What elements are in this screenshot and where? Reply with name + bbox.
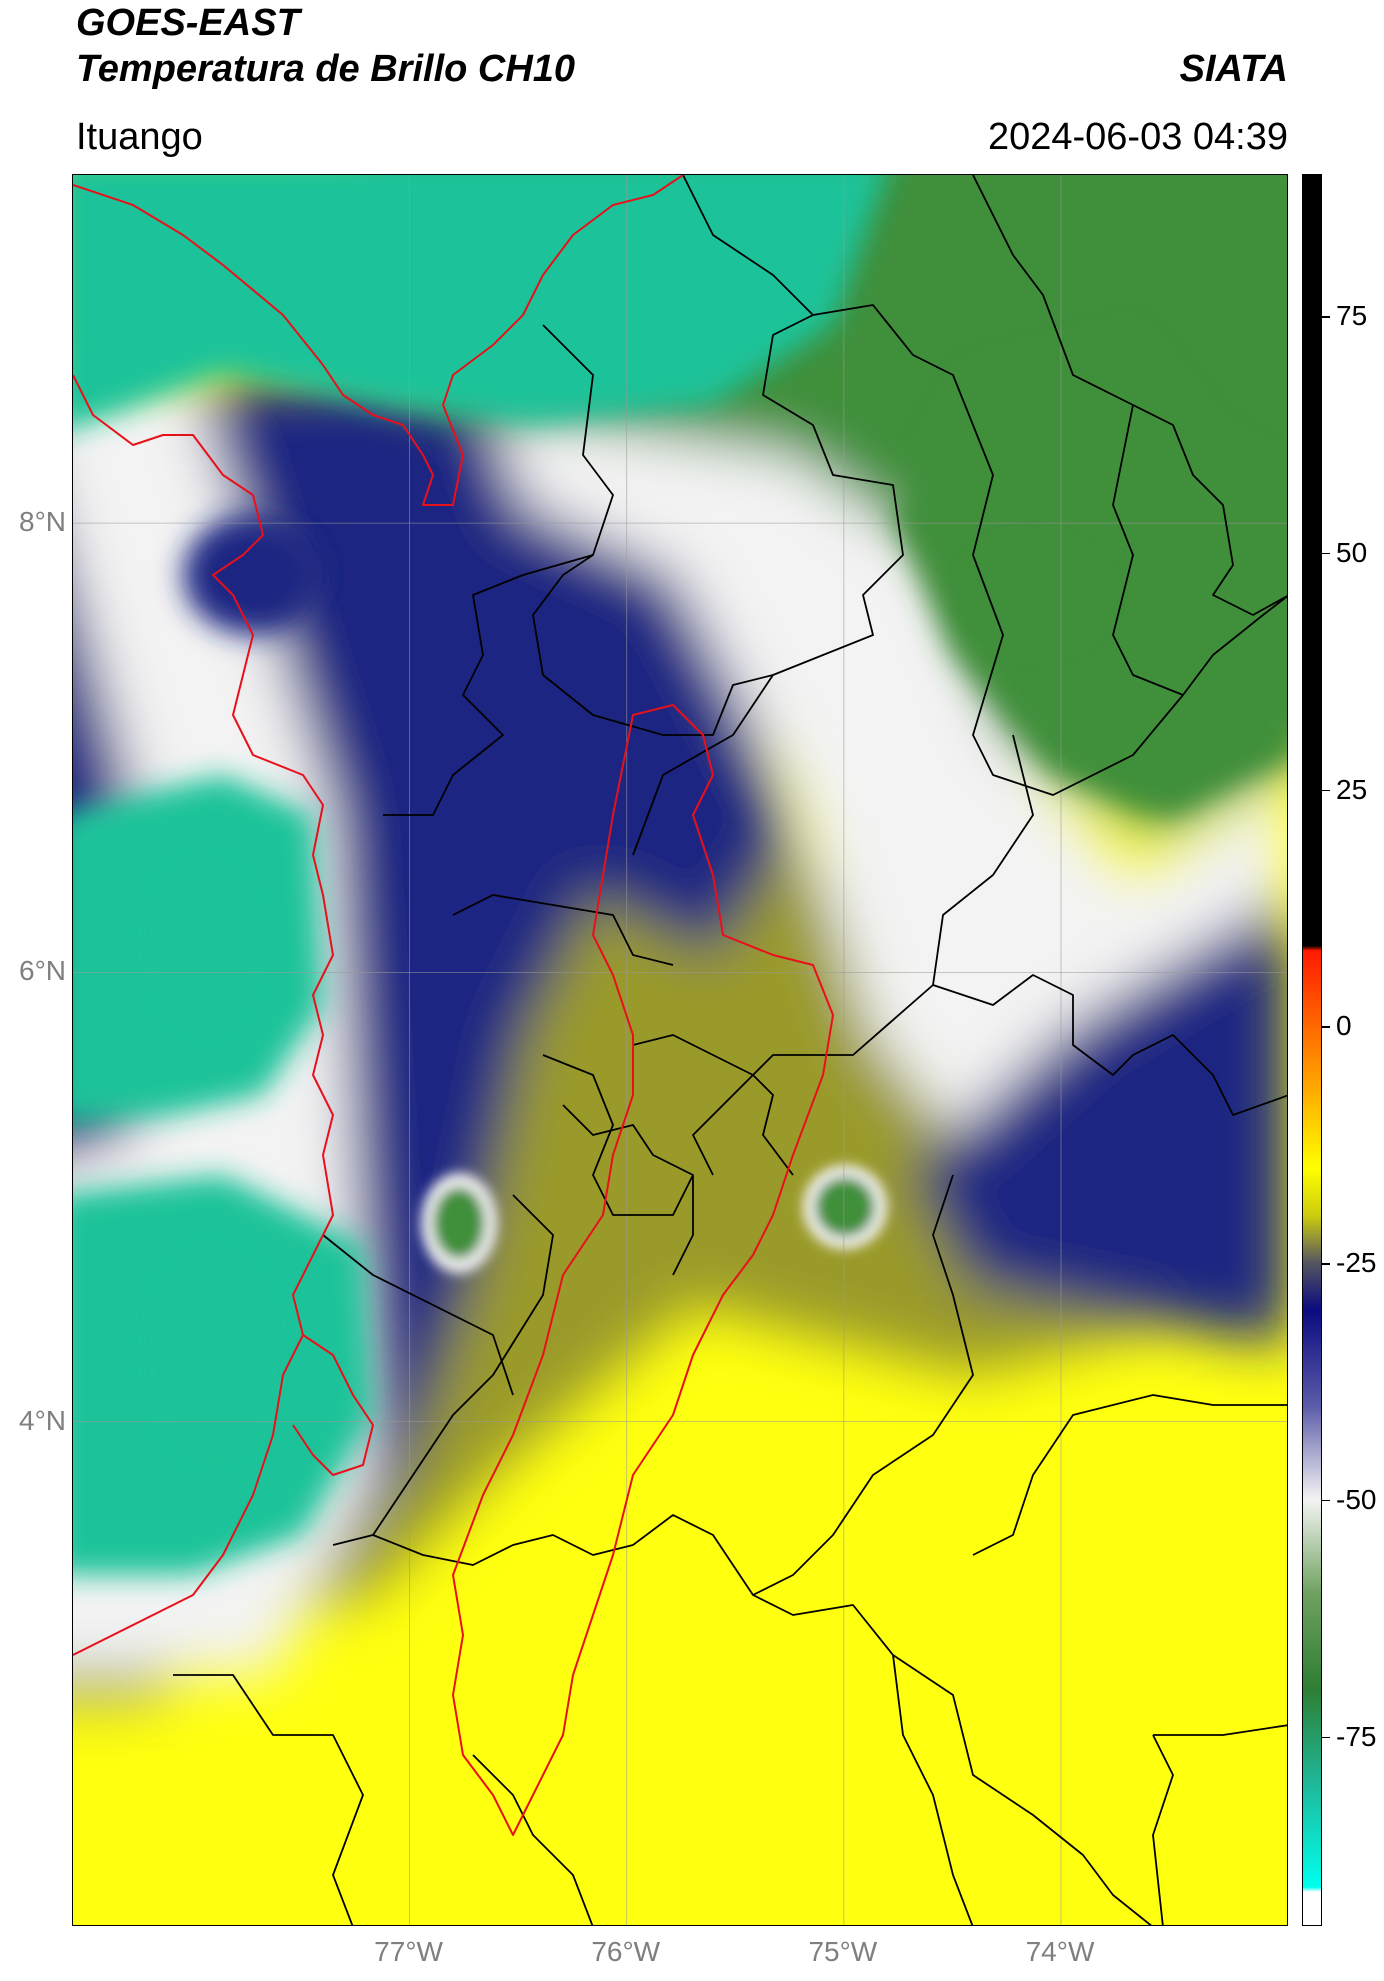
- boundary-central-2: [542, 1054, 694, 1216]
- colorbar: [1302, 174, 1322, 1926]
- lon-tick-label: 75°W: [808, 1936, 878, 1967]
- field-white-band: [493, 415, 1287, 1135]
- boundary-guaviare: [1152, 1734, 1174, 1925]
- boundary-cordoba: [383, 324, 614, 816]
- lon-tick-label: 76°W: [591, 1936, 661, 1967]
- pacific-bay: [292, 1334, 374, 1476]
- boundary-cauca: [332, 1534, 634, 1566]
- datetime-label: 2024-06-03 04:39: [987, 116, 1288, 158]
- colorbar-tick-mark: [1322, 789, 1330, 792]
- ituango-basin: [452, 704, 834, 1836]
- department-boundaries: [173, 175, 1287, 1925]
- field-green-east: [1143, 535, 1287, 815]
- graticule: [73, 175, 1287, 1925]
- colorbar-tick-mark: [1322, 316, 1330, 318]
- boundary-risaralda: [562, 1104, 694, 1276]
- boundary-antioquia-north: [532, 554, 774, 736]
- colorbar-tick-label: 75: [1336, 300, 1368, 332]
- lat-tick-label: 6°N: [19, 955, 66, 987]
- boundary-caqueta: [173, 1674, 364, 1925]
- boundary-central-1: [452, 894, 674, 966]
- colorbar-tick-label: -75: [1336, 1720, 1377, 1752]
- satellite-title: GOES-EAST: [76, 2, 300, 44]
- product-title: Temperatura de Brillo CH10: [76, 48, 576, 90]
- colorbar-tick-mark: [1322, 1736, 1330, 1739]
- boundary-tolima: [752, 1174, 974, 1596]
- field-green-cell-2-core: [433, 1187, 485, 1259]
- brightness-temperature-map: [72, 174, 1288, 1926]
- colorbar-tick-mark: [1322, 552, 1330, 555]
- field-green-cell-1-core: [815, 1177, 875, 1237]
- boundary-bolivar: [632, 175, 904, 856]
- boundary-boyaca: [692, 734, 1034, 1176]
- boundary-valle: [372, 1194, 554, 1536]
- location-label: Ituango: [76, 116, 203, 158]
- pacific-coast: [73, 374, 334, 1656]
- boundary-east-box: [1153, 1724, 1287, 1736]
- boundary-putumayo: [472, 1754, 594, 1925]
- field-green-cell-3: [953, 535, 1113, 655]
- boundary-santander: [812, 304, 1287, 796]
- boundary-meta: [972, 1394, 1287, 1556]
- lat-tick-label: 4°N: [19, 1404, 66, 1436]
- boundary-vaupes: [892, 1654, 1152, 1925]
- colorbar-tick-mark: [1322, 1026, 1330, 1028]
- boundary-huila: [632, 1514, 974, 1925]
- colorbar-tick-label: 0: [1336, 1010, 1352, 1042]
- field-teal-cell-1: [143, 855, 263, 1035]
- lon-tick-label: 77°W: [374, 1936, 443, 1967]
- colorbar-tick-label: -25: [1336, 1247, 1377, 1279]
- lon-tick-label: 74°W: [1025, 1936, 1095, 1967]
- colorbar-tick-label: -50: [1336, 1483, 1377, 1515]
- colorbar-tick-mark: [1322, 1263, 1330, 1265]
- boundary-cundinamarca: [932, 974, 1287, 1116]
- boundary-chocó-east: [322, 1234, 514, 1396]
- colorbar-tick-mark: [1322, 1499, 1330, 1502]
- caribbean-coast: [73, 175, 684, 506]
- field-teal-caribbean: [73, 175, 886, 429]
- boundary-cesar: [972, 175, 1184, 696]
- field-navy-east: [913, 876, 1287, 1345]
- field-teal-gulf: [183, 515, 323, 635]
- brand-label: SIATA: [1179, 48, 1288, 90]
- coast-and-basin-outlines: [73, 175, 834, 1836]
- map-canvas: [73, 175, 1287, 1925]
- colorbar-tick-label: 25: [1336, 773, 1368, 805]
- lat-tick-label: 8°N: [19, 506, 66, 538]
- boundary-norte-santander: [1132, 404, 1287, 616]
- boundary-caldas: [632, 1034, 794, 1176]
- colorbar-tick-label: 50: [1336, 536, 1368, 568]
- field-teal-cell-2: [143, 1245, 283, 1465]
